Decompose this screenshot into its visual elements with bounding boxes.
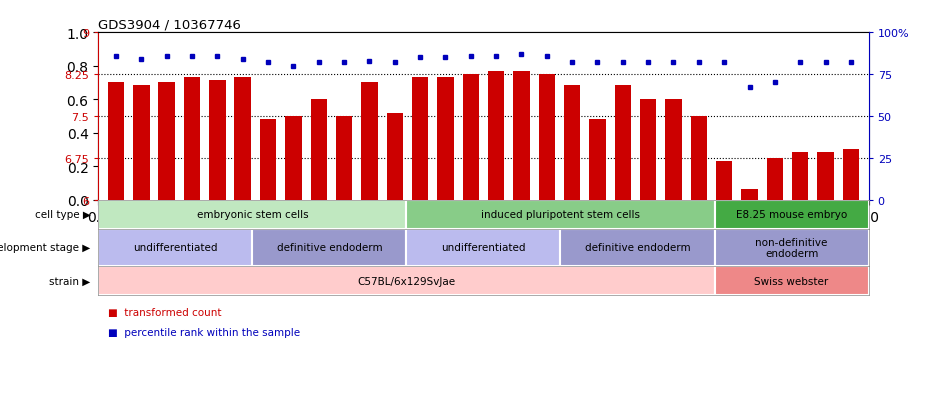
Text: ■  percentile rank within the sample: ■ percentile rank within the sample <box>108 328 300 337</box>
Text: undifferentiated: undifferentiated <box>133 243 217 253</box>
Bar <box>767 159 783 200</box>
Text: E8.25 mouse embryo: E8.25 mouse embryo <box>736 210 847 220</box>
Bar <box>387 114 403 200</box>
Bar <box>561 229 714 266</box>
Text: embryonic stem cells: embryonic stem cells <box>197 210 308 220</box>
Bar <box>235 78 251 200</box>
Bar <box>792 153 809 200</box>
Bar <box>260 119 276 200</box>
Text: definitive endoderm: definitive endoderm <box>585 243 691 253</box>
Bar <box>538 75 555 200</box>
Bar <box>98 229 253 266</box>
Bar <box>406 229 561 266</box>
Text: strain ▶: strain ▶ <box>50 276 91 286</box>
Bar <box>108 83 124 200</box>
Bar <box>253 229 406 266</box>
Bar <box>640 100 656 200</box>
Text: C57BL/6x129SvJae: C57BL/6x129SvJae <box>358 276 456 286</box>
Bar <box>311 100 327 200</box>
Bar <box>437 78 454 200</box>
Bar <box>488 72 505 200</box>
Bar <box>817 153 834 200</box>
Bar <box>716 161 732 200</box>
Bar <box>133 86 150 200</box>
Bar <box>615 86 631 200</box>
Bar <box>462 75 479 200</box>
Text: ■  transformed count: ■ transformed count <box>108 307 221 317</box>
Bar <box>665 100 681 200</box>
Text: cell type ▶: cell type ▶ <box>35 210 91 220</box>
Bar <box>336 116 352 200</box>
Text: non-definitive
endoderm: non-definitive endoderm <box>755 237 827 259</box>
Text: induced pluripotent stem cells: induced pluripotent stem cells <box>481 210 640 220</box>
Bar <box>741 189 758 200</box>
Bar <box>361 83 377 200</box>
Bar <box>563 86 580 200</box>
Bar <box>285 116 301 200</box>
Text: undifferentiated: undifferentiated <box>441 243 526 253</box>
Bar <box>98 266 714 295</box>
Bar <box>406 200 714 229</box>
Bar <box>714 200 869 229</box>
Bar <box>209 81 226 200</box>
Bar <box>412 78 429 200</box>
Bar <box>714 266 869 295</box>
Text: GDS3904 / 10367746: GDS3904 / 10367746 <box>98 19 241 32</box>
Bar <box>590 119 606 200</box>
Bar <box>842 150 859 200</box>
Bar <box>158 83 175 200</box>
Bar <box>513 72 530 200</box>
Bar <box>714 229 869 266</box>
Text: Swiss webster: Swiss webster <box>754 276 828 286</box>
Text: development stage ▶: development stage ▶ <box>0 243 91 253</box>
Bar <box>691 116 707 200</box>
Bar <box>183 78 200 200</box>
Text: definitive endoderm: definitive endoderm <box>276 243 382 253</box>
Bar <box>98 200 406 229</box>
